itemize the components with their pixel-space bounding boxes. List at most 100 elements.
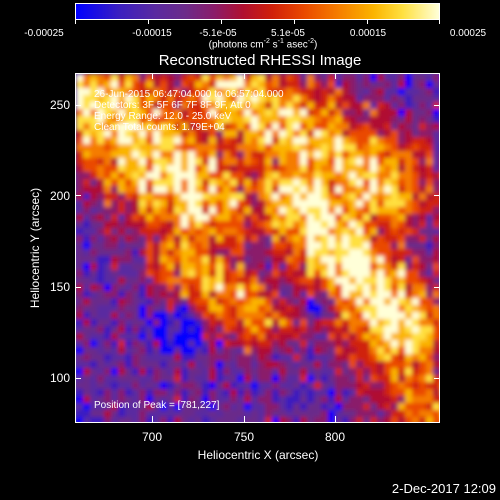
heatmap-cell (342, 403, 350, 411)
heatmap-cell (412, 298, 420, 306)
heatmap-cell (293, 347, 301, 355)
heatmap-cell (377, 172, 385, 180)
heatmap-cell (293, 123, 301, 131)
heatmap-cell (405, 165, 413, 173)
heatmap-cell (405, 417, 413, 422)
heatmap-cell (188, 375, 196, 383)
heatmap-cell (258, 172, 266, 180)
heatmap-cell (286, 130, 294, 138)
heatmap-cell (349, 130, 357, 138)
heatmap-cell (216, 270, 224, 278)
heatmap-cell (321, 116, 329, 124)
heatmap-cell (321, 151, 329, 159)
heatmap-cell (293, 368, 301, 376)
heatmap-cell (195, 305, 203, 313)
heatmap-cell (370, 214, 378, 222)
heatmap-cell (104, 186, 112, 194)
heatmap-cell (139, 277, 147, 285)
heatmap-cell (202, 165, 210, 173)
heatmap-cell (146, 354, 154, 362)
heatmap-cell (230, 333, 238, 341)
heatmap-cell (363, 270, 371, 278)
heatmap-cell (293, 165, 301, 173)
heatmap-cell (391, 277, 399, 285)
heatmap-cell (279, 186, 287, 194)
heatmap-cell (286, 116, 294, 124)
heatmap-cell (349, 256, 357, 264)
heatmap-cell (195, 375, 203, 383)
heatmap-cell (125, 403, 133, 411)
heatmap-cell (377, 179, 385, 187)
heatmap-cell (202, 368, 210, 376)
heatmap-cell (195, 221, 203, 229)
heatmap-cell (195, 319, 203, 327)
heatmap-cell (139, 221, 147, 229)
heatmap-cell (321, 298, 329, 306)
heatmap-cell (125, 291, 133, 299)
heatmap-cell (342, 81, 350, 89)
heatmap-cell (363, 382, 371, 390)
heatmap-cell (342, 242, 350, 250)
heatmap-cell (153, 235, 161, 243)
heatmap-cell (209, 151, 217, 159)
heatmap-cell (377, 207, 385, 215)
heatmap-cell (419, 214, 427, 222)
heatmap-cell (160, 354, 168, 362)
heatmap-cell (426, 333, 434, 341)
heatmap-cell (118, 165, 126, 173)
heatmap-cell (286, 417, 294, 422)
heatmap-cell (202, 263, 210, 271)
heatmap-cell (146, 151, 154, 159)
heatmap-cell (83, 249, 91, 257)
heatmap-cell (202, 277, 210, 285)
heatmap-cell (321, 389, 329, 397)
heatmap-cell (272, 326, 280, 334)
heatmap-cell (216, 109, 224, 117)
heatmap-cell (321, 291, 329, 299)
heatmap-cell (300, 165, 308, 173)
heatmap-cell (216, 375, 224, 383)
heatmap-cell (111, 389, 119, 397)
heatmap-cell (265, 214, 273, 222)
heatmap-cell (125, 144, 133, 152)
heatmap-cell (167, 186, 175, 194)
heatmap-cell (300, 151, 308, 159)
heatmap-cell (146, 179, 154, 187)
heatmap-cell (384, 291, 392, 299)
heatmap-cell (363, 158, 371, 166)
heatmap-cell (188, 361, 196, 369)
heatmap-cell (398, 221, 406, 229)
heatmap-cell (76, 312, 84, 320)
heatmap-cell (209, 109, 217, 117)
heatmap-cell (153, 256, 161, 264)
heatmap-cell (342, 312, 350, 320)
heatmap-cell (167, 319, 175, 327)
y-tick-label: 100 (49, 371, 70, 385)
heatmap-cell (174, 207, 182, 215)
heatmap-cell (83, 137, 91, 145)
heatmap-cell (286, 186, 294, 194)
heatmap-cell (265, 396, 273, 404)
heatmap-cell (272, 249, 280, 257)
heatmap-cell (342, 228, 350, 236)
heatmap-cell (139, 319, 147, 327)
heatmap-cell (76, 235, 84, 243)
heatmap-cell (174, 242, 182, 250)
heatmap-cell (328, 207, 336, 215)
heatmap-cell (118, 123, 126, 131)
heatmap-cell (146, 242, 154, 250)
heatmap-cell (146, 123, 154, 131)
heatmap-cell (97, 151, 105, 159)
heatmap-cell (188, 270, 196, 278)
heatmap-cell (216, 382, 224, 390)
colorbar-unit-label: (photons cm-2 s-1 asec-2) (208, 38, 318, 51)
heatmap-cell (174, 186, 182, 194)
heatmap-cell (279, 123, 287, 131)
heatmap-cell (132, 326, 140, 334)
heatmap-cell (279, 389, 287, 397)
heatmap-cell (216, 116, 224, 124)
detectors-annotation: Detectors: 3F 5F 6F 7F 8F 9F, Att 0 (94, 100, 251, 111)
heatmap-cell (314, 375, 322, 383)
heatmap-cell (237, 375, 245, 383)
heatmap-cell (146, 368, 154, 376)
